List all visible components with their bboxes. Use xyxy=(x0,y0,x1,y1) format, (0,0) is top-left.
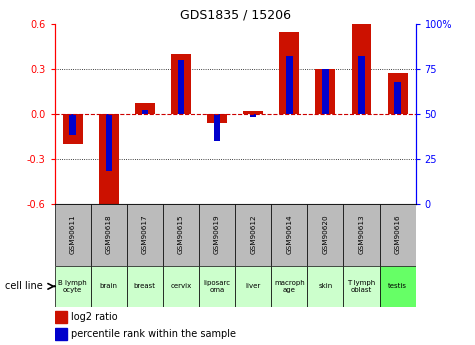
Bar xyxy=(135,104,155,114)
Text: liposarc
oma: liposarc oma xyxy=(203,280,231,293)
Bar xyxy=(91,204,127,266)
Bar xyxy=(307,266,343,307)
Text: cell line: cell line xyxy=(5,282,42,291)
Bar xyxy=(352,23,371,114)
Text: cervix: cervix xyxy=(171,283,191,289)
Bar xyxy=(69,114,76,135)
Bar xyxy=(163,204,199,266)
Bar xyxy=(91,266,127,307)
Bar xyxy=(286,57,293,114)
Bar xyxy=(127,266,163,307)
Bar xyxy=(214,114,220,141)
Bar xyxy=(235,204,271,266)
Text: GSM90619: GSM90619 xyxy=(214,215,220,254)
Bar xyxy=(343,204,380,266)
Text: T lymph
oblast: T lymph oblast xyxy=(347,280,376,293)
Text: skin: skin xyxy=(318,283,332,289)
Bar xyxy=(63,114,83,144)
Text: brain: brain xyxy=(100,283,118,289)
Bar xyxy=(279,32,299,114)
Bar xyxy=(199,204,235,266)
Text: breast: breast xyxy=(134,283,156,289)
Bar xyxy=(358,57,365,114)
Text: log2 ratio: log2 ratio xyxy=(71,312,117,322)
Text: GSM90614: GSM90614 xyxy=(286,215,292,254)
Bar xyxy=(199,266,235,307)
Bar xyxy=(315,69,335,114)
Bar xyxy=(171,54,191,114)
Text: GSM90613: GSM90613 xyxy=(359,215,364,254)
Bar xyxy=(380,204,416,266)
Bar xyxy=(307,204,343,266)
Text: B lymph
ocyte: B lymph ocyte xyxy=(58,280,87,293)
Text: GSM90612: GSM90612 xyxy=(250,215,256,254)
Bar xyxy=(178,60,184,114)
Text: macroph
age: macroph age xyxy=(274,280,304,293)
Text: GSM90615: GSM90615 xyxy=(178,215,184,254)
Bar xyxy=(271,204,307,266)
Text: GSM90611: GSM90611 xyxy=(70,215,76,254)
Bar xyxy=(142,110,148,114)
Bar xyxy=(105,114,112,171)
Text: GSM90616: GSM90616 xyxy=(395,215,400,254)
Bar xyxy=(55,266,91,307)
Text: GSM90620: GSM90620 xyxy=(323,215,328,254)
Bar xyxy=(55,310,67,323)
Bar xyxy=(271,266,307,307)
Bar xyxy=(163,266,199,307)
Bar xyxy=(127,204,163,266)
Bar xyxy=(55,204,91,266)
Text: liver: liver xyxy=(246,283,261,289)
Bar xyxy=(388,73,408,114)
Bar xyxy=(343,266,380,307)
Bar xyxy=(55,328,67,340)
Bar xyxy=(99,114,119,207)
Bar xyxy=(394,81,401,114)
Text: testis: testis xyxy=(388,283,407,289)
Text: GSM90617: GSM90617 xyxy=(142,215,148,254)
Bar xyxy=(243,111,263,114)
Bar xyxy=(235,266,271,307)
Bar xyxy=(207,114,227,123)
Bar xyxy=(250,114,256,117)
Text: GSM90618: GSM90618 xyxy=(106,215,112,254)
Bar xyxy=(380,266,416,307)
Text: percentile rank within the sample: percentile rank within the sample xyxy=(71,329,236,339)
Bar xyxy=(322,69,329,114)
Title: GDS1835 / 15206: GDS1835 / 15206 xyxy=(180,9,291,22)
